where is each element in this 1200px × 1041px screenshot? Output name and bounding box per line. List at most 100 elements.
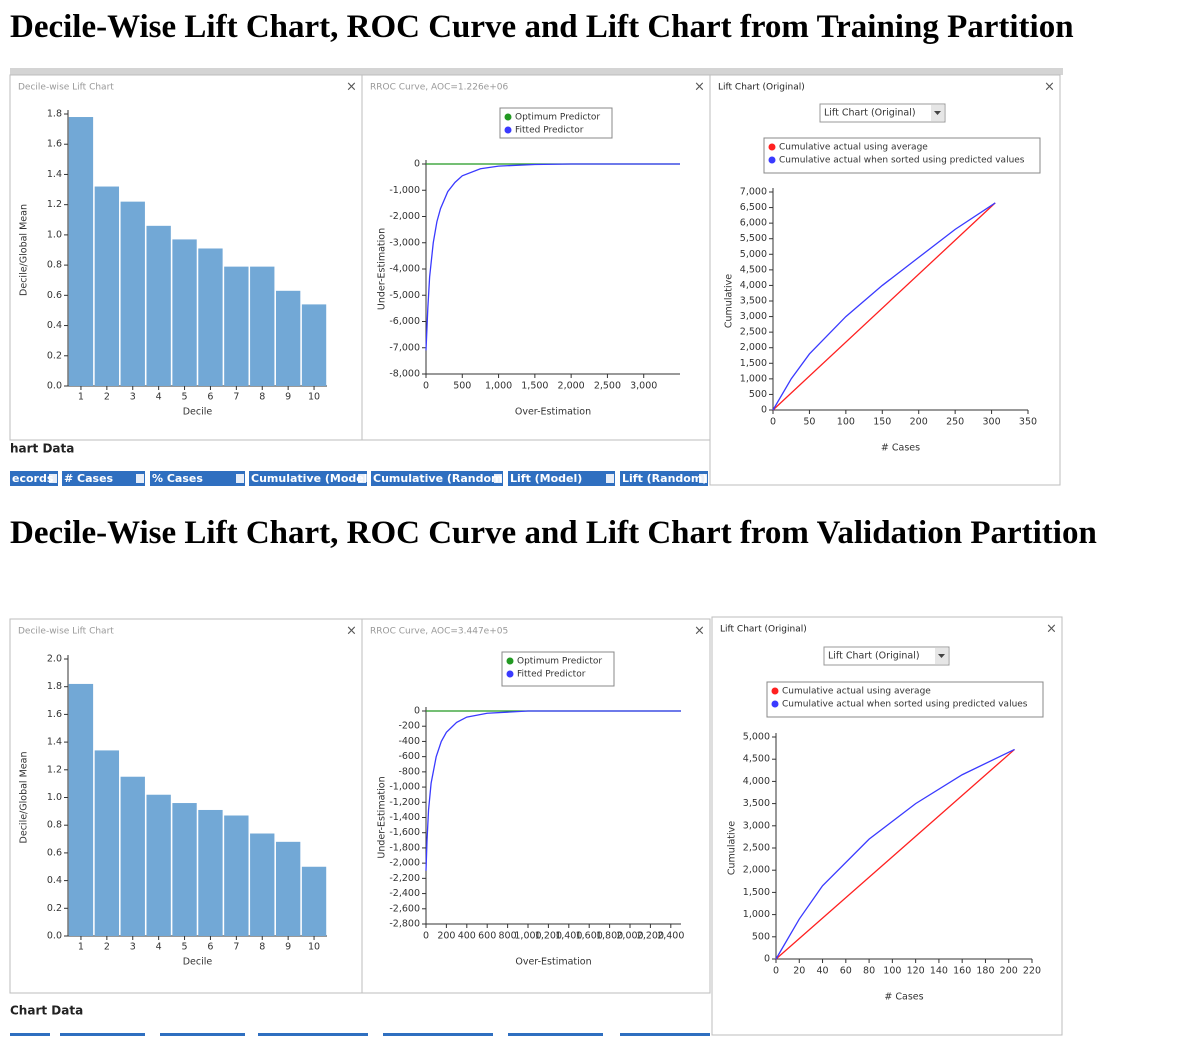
table-edge (620, 1033, 710, 1036)
y-tick-label: 0.6 (47, 847, 62, 858)
close-button[interactable]: × (694, 624, 705, 639)
x-tick-label: 120 (907, 966, 925, 977)
x-axis-label: Decile (183, 407, 213, 418)
x-tick-label: 8 (259, 942, 265, 953)
filter-button (699, 474, 707, 483)
x-tick-label: 2,000 (616, 931, 643, 942)
filter-button (136, 474, 144, 483)
y-tick-label: 0.0 (47, 931, 62, 942)
x-tick-label: 40 (816, 966, 828, 977)
y-tick-label: 1.2 (47, 199, 62, 210)
y-tick-label: -200 (398, 721, 420, 732)
y-tick-label: 0.2 (47, 903, 62, 914)
legend (766, 681, 1044, 718)
y-tick-label: 3,500 (743, 798, 770, 809)
x-tick-label: 80 (863, 966, 875, 977)
x-axis-label: Over-Estimation (515, 407, 591, 418)
y-tick-label: 2,500 (743, 843, 770, 854)
series-line (425, 710, 681, 871)
legend-marker (504, 113, 512, 121)
column-header-label: % Cases (152, 472, 203, 485)
y-tick-label: -2,800 (389, 919, 420, 930)
close-button[interactable]: × (1046, 622, 1057, 637)
y-tick-label: 7,000 (740, 187, 767, 198)
close-button[interactable]: × (346, 80, 357, 95)
x-tick-label: 2,200 (637, 931, 664, 942)
y-tick-label: -4,000 (389, 264, 420, 275)
x-axis-label: # Cases (884, 992, 923, 1003)
x-tick-label: 140 (930, 966, 948, 977)
x-tick-label: 7 (233, 942, 239, 953)
x-tick-label: 1 (78, 942, 84, 953)
dropdown-arrow (938, 654, 945, 658)
table-edge (160, 1033, 245, 1036)
legend-label: Optimum Predictor (517, 657, 602, 667)
filter-button (494, 474, 502, 483)
dropdown[interactable] (823, 646, 950, 666)
legend (499, 107, 613, 139)
x-tick-label: 1,000 (514, 931, 541, 942)
x-tick-label: 1 (78, 392, 84, 403)
y-tick-label: -1,800 (389, 842, 420, 853)
series-line (775, 748, 1015, 960)
x-tick-label: 7 (233, 392, 239, 403)
y-tick-label: 2,000 (740, 342, 767, 353)
y-tick-label: 1.0 (47, 792, 62, 803)
y-tick-label: -2,200 (389, 873, 420, 884)
x-tick-label: 10 (308, 392, 320, 403)
y-tick-label: 1,500 (740, 358, 767, 369)
x-tick-label: 100 (883, 966, 901, 977)
bar (120, 201, 145, 386)
x-tick-label: 9 (285, 942, 291, 953)
panel-title: Lift Chart (Original) (720, 625, 807, 635)
x-tick-label: 2,000 (558, 381, 585, 392)
y-tick-label: 2,000 (743, 865, 770, 876)
x-tick-label: 200 (1000, 966, 1018, 977)
y-tick-label: 5,500 (740, 233, 767, 244)
bar (146, 225, 171, 386)
heading: Decile-Wise Lift Chart, ROC Curve and Li… (10, 515, 1097, 551)
y-tick-label: -6,000 (389, 316, 420, 327)
y-axis-label: Under-Estimation (377, 228, 388, 310)
dropdown[interactable] (819, 103, 946, 123)
y-tick-label: 4,000 (740, 280, 767, 291)
filter-button (606, 474, 614, 483)
close-button[interactable]: × (346, 624, 357, 639)
dropdown-label: Lift Chart (Original) (828, 651, 920, 662)
y-axis-label: Under-Estimation (377, 776, 388, 858)
y-tick-label: 1.4 (47, 169, 62, 180)
legend-marker (504, 126, 512, 134)
legend-marker (771, 687, 779, 695)
y-tick-label: 0.0 (47, 381, 62, 392)
y-tick-label: 500 (752, 931, 770, 942)
x-tick-label: 10 (308, 942, 320, 953)
y-tick-label: 500 (749, 389, 767, 400)
dropdown-arrow (934, 111, 941, 115)
y-tick-label: 0.4 (47, 320, 62, 331)
filter-button (49, 474, 57, 483)
x-tick-label: 1,000 (485, 381, 512, 392)
close-button[interactable]: × (694, 80, 705, 95)
x-tick-label: 3 (130, 942, 136, 953)
legend-label: Cumulative actual using average (779, 143, 928, 153)
x-tick-label: 4 (156, 392, 162, 403)
close-button[interactable]: × (1044, 80, 1055, 95)
bar (146, 794, 171, 936)
bar (301, 866, 327, 936)
column-header-label: # Cases (64, 472, 114, 485)
x-tick-label: 2 (104, 942, 110, 953)
x-tick-label: 0 (423, 931, 429, 942)
y-tick-label: 0.8 (47, 260, 62, 271)
x-tick-label: 250 (946, 417, 964, 428)
x-axis-label: Decile (183, 957, 213, 968)
legend-label: Cumulative actual using average (782, 687, 931, 697)
legend-label: Cumulative actual when sorted using pred… (782, 700, 1028, 710)
y-tick-label: -2,400 (389, 888, 420, 899)
y-axis-label: Decile/Global Mean (19, 752, 30, 844)
column-header-label: Lift (Random) (622, 472, 707, 485)
table-edge (60, 1033, 145, 1036)
x-tick-label: 2,500 (594, 381, 621, 392)
column-header (10, 471, 58, 486)
y-tick-label: 5,000 (740, 249, 767, 260)
